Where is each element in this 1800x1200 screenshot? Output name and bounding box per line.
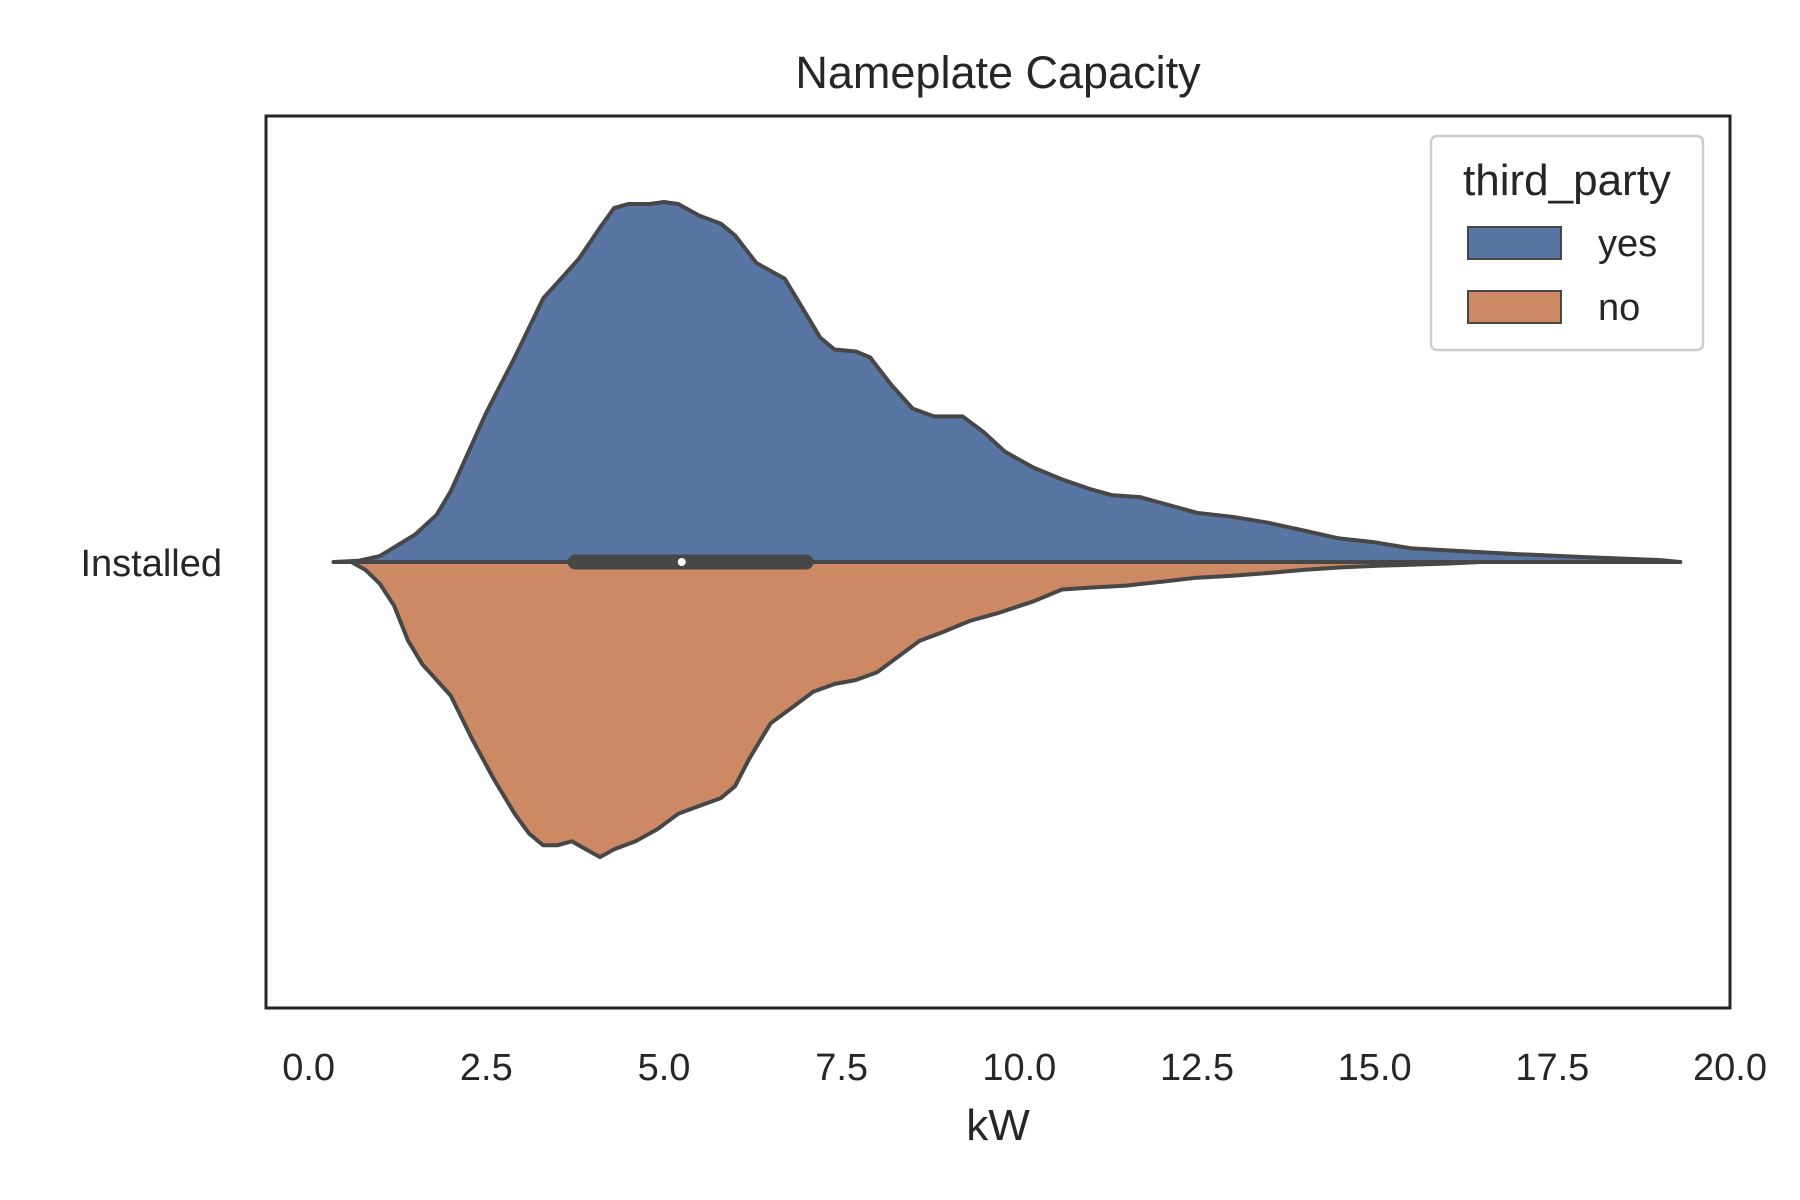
legend-swatch-yes — [1467, 226, 1562, 260]
x-axis-label: kW — [966, 1101, 1030, 1150]
legend-label-no: no — [1598, 287, 1640, 329]
x-tick-label: 10.0 — [982, 1047, 1056, 1089]
x-tick-label: 15.0 — [1338, 1047, 1412, 1089]
x-tick-label: 2.5 — [460, 1047, 513, 1089]
inner-box-layer — [333, 554, 1681, 570]
legend: third_party yes no — [1429, 134, 1705, 352]
x-tick-label: 5.0 — [638, 1047, 691, 1089]
violin-half-yes — [331, 200, 1683, 564]
x-tick-label: 12.5 — [1160, 1047, 1234, 1089]
chart-title: Nameplate Capacity — [795, 47, 1201, 98]
y-axis-categories: Installed — [80, 543, 222, 585]
plot-frame — [264, 114, 1732, 1010]
legend-swatch-no — [1467, 290, 1562, 324]
legend-items: yes no — [1467, 223, 1657, 329]
legend-label-yes: yes — [1598, 223, 1657, 265]
violin-half-no — [349, 560, 1484, 860]
x-axis-ticks: 0.0 2.5 5.0 7.5 10.0 12.5 15.0 17.5 20.0 — [282, 1047, 1767, 1089]
x-tick-label: 20.0 — [1693, 1047, 1767, 1089]
x-tick-label: 0.0 — [282, 1047, 335, 1089]
x-tick-label: 17.5 — [1515, 1047, 1589, 1089]
y-category-label: Installed — [80, 543, 222, 585]
x-tick-label: 7.5 — [815, 1047, 868, 1089]
violin-layer — [331, 200, 1683, 860]
median-marker — [677, 558, 686, 566]
legend-title: third_party — [1463, 156, 1671, 205]
